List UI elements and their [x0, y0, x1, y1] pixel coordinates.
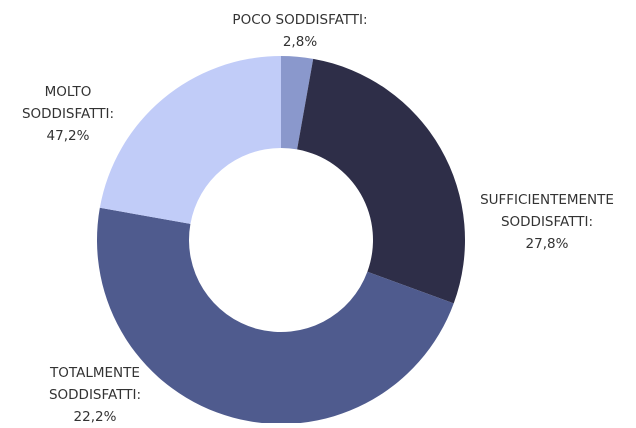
slice-label: SUFFICIENTEMENTE SODDISFATTI: 27,8%	[472, 189, 622, 255]
donut-slice	[297, 58, 466, 304]
slice-label: POCO SODDISFATTI: 2,8%	[190, 9, 410, 53]
slice-label: TOTALMENTE SODDISFATTI: 22,2%	[38, 362, 153, 428]
donut-slice	[97, 207, 454, 423]
value-label: 27,8%	[525, 236, 569, 252]
value-label: 22,2%	[73, 409, 117, 425]
category-label: MOLTO SODDISFATTI:	[21, 84, 115, 122]
value-label: 47,2%	[46, 128, 90, 144]
value-label: 2,8%	[282, 34, 318, 50]
category-label: SUFFICIENTEMENTE SODDISFATTI:	[480, 192, 614, 230]
donut-slice	[281, 56, 314, 150]
donut-slice	[99, 56, 281, 224]
slice-label: MOLTO SODDISFATTI: 47,2%	[8, 81, 128, 147]
category-label: TOTALMENTE SODDISFATTI:	[48, 365, 142, 403]
category-label: POCO SODDISFATTI:	[232, 12, 368, 28]
